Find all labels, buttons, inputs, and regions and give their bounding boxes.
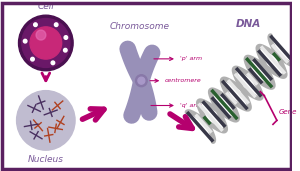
Text: 'p' arm: 'p' arm [154,56,202,61]
Circle shape [16,91,75,150]
Text: Chromosome: Chromosome [110,22,170,31]
Circle shape [23,39,27,43]
Text: Gene: Gene [279,109,297,115]
Text: 'q' arm: 'q' arm [151,103,202,108]
Circle shape [51,61,55,65]
Circle shape [30,27,62,59]
Circle shape [19,15,73,71]
Circle shape [31,57,34,61]
Circle shape [64,36,68,39]
Circle shape [54,23,58,27]
Circle shape [36,30,46,40]
Text: centromere: centromere [150,78,202,83]
Text: DNA: DNA [236,19,261,29]
Text: Cell: Cell [38,2,54,11]
Circle shape [34,23,37,27]
Circle shape [64,48,67,52]
Circle shape [136,75,147,87]
Circle shape [138,77,145,84]
Circle shape [22,18,70,67]
Text: Nucleus: Nucleus [28,155,64,164]
